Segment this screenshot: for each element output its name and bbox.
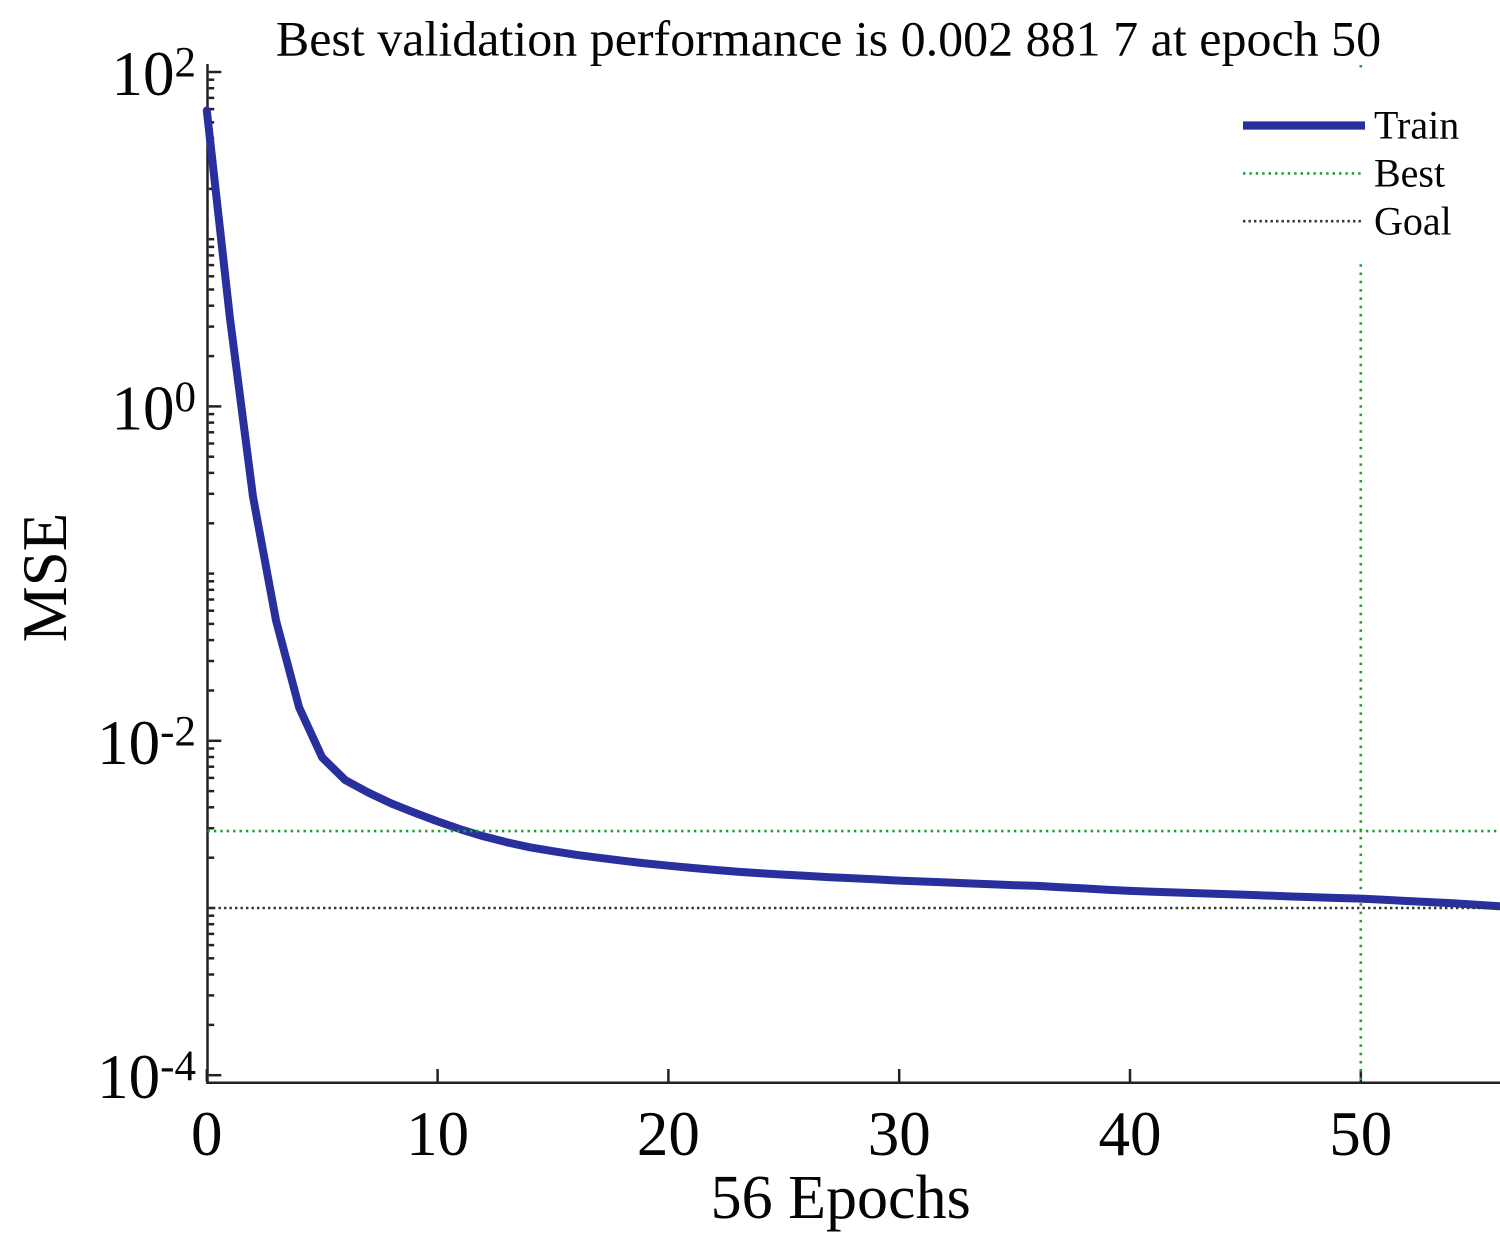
svg-text:10-4: 10-4 bbox=[97, 1042, 196, 1112]
svg-text:56 Epochs: 56 Epochs bbox=[711, 1164, 971, 1232]
svg-text:MSE: MSE bbox=[10, 513, 80, 643]
svg-text:30: 30 bbox=[868, 1099, 931, 1169]
svg-text:Best validation performance is: Best validation performance is 0.002 881… bbox=[276, 11, 1381, 67]
svg-text:Train: Train bbox=[1374, 103, 1459, 148]
svg-text:20: 20 bbox=[637, 1099, 700, 1169]
svg-text:0: 0 bbox=[191, 1099, 223, 1169]
svg-text:Best: Best bbox=[1374, 151, 1445, 196]
svg-text:50: 50 bbox=[1329, 1099, 1392, 1169]
svg-text:10: 10 bbox=[406, 1099, 469, 1169]
svg-text:40: 40 bbox=[1099, 1099, 1162, 1169]
svg-text:Goal: Goal bbox=[1374, 198, 1452, 243]
